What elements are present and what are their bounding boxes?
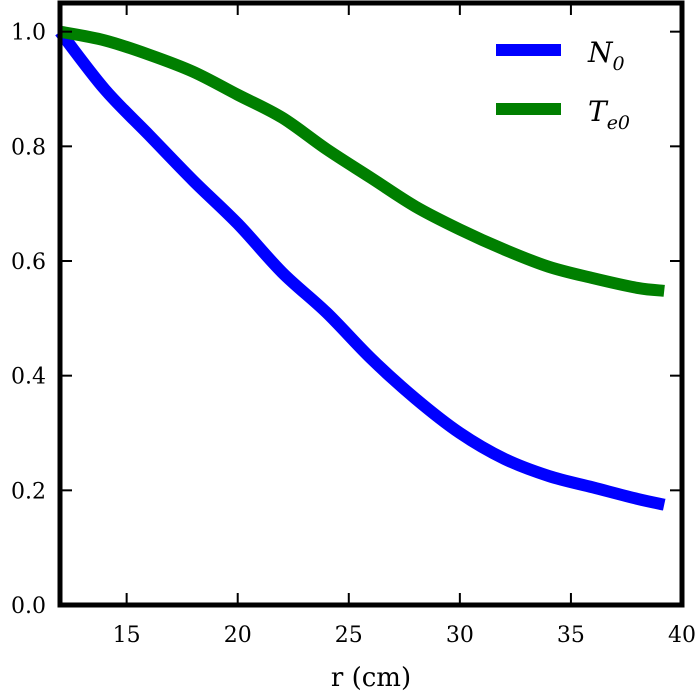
plot-frame	[57, 0, 685, 608]
x-tick-label: 20	[224, 623, 252, 648]
y-tick-label: 0.2	[11, 479, 46, 504]
x-tick-label: 30	[446, 623, 474, 648]
y-tick-label: 0.8	[11, 135, 46, 160]
x-tick-label: 15	[113, 623, 141, 648]
y-tick-label: 0.4	[11, 365, 46, 390]
y-tick-label: 1.0	[11, 21, 46, 46]
y-tick-label: 0.6	[11, 250, 46, 275]
legend-label-n0: N0	[587, 36, 625, 75]
x-axis-label: r (cm)	[331, 663, 411, 693]
y-tick-label: 0.0	[11, 594, 46, 619]
x-tick-label: 40	[668, 623, 696, 648]
series-line-0	[55, 27, 666, 511]
legend-label-te0: Te0	[588, 95, 630, 134]
x-tick-label: 35	[557, 623, 585, 648]
ticks-layer: 15 20 25 30 35 40 0.0 0.2 0.4 0.6 0.8 1.0	[11, 3, 696, 648]
series-line-1	[58, 25, 665, 297]
x-tick-label: 25	[335, 623, 363, 648]
legend: N0 Te0	[496, 36, 630, 134]
series-layer	[55, 25, 666, 511]
